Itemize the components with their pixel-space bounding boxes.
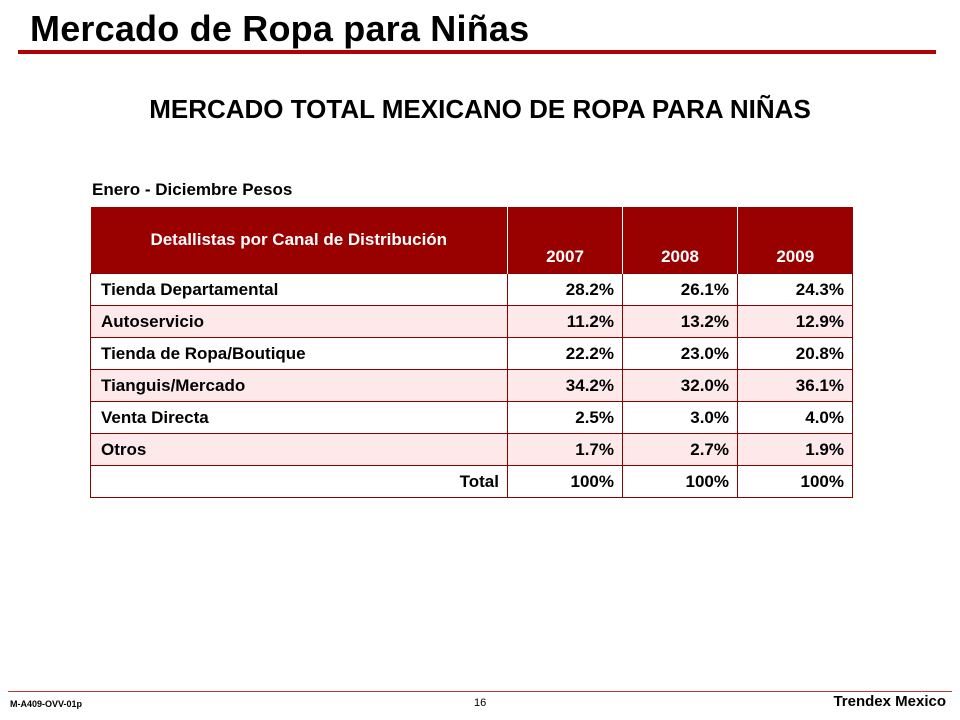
total-label: Total: [90, 465, 508, 498]
title-divider: [18, 50, 936, 54]
table-row: Tianguis/Mercado 34.2% 32.0% 36.1%: [90, 369, 853, 402]
row-value: 36.1%: [737, 369, 853, 402]
row-value: 32.0%: [622, 369, 738, 402]
row-label: Tienda Departamental: [90, 273, 508, 306]
header-year-2008: 2008: [622, 207, 738, 274]
total-value: 100%: [507, 465, 623, 498]
row-value: 28.2%: [507, 273, 623, 306]
header-year-2007: 2007: [507, 207, 623, 274]
row-label: Venta Directa: [90, 401, 508, 434]
total-value: 100%: [622, 465, 738, 498]
row-label: Autoservicio: [90, 305, 508, 338]
row-value: 1.7%: [507, 433, 623, 466]
table-row: Tienda Departamental 28.2% 26.1% 24.3%: [90, 273, 853, 306]
row-label: Otros: [90, 433, 508, 466]
total-row: Total 100% 100% 100%: [90, 465, 853, 498]
table-row: Tienda de Ropa/Boutique 22.2% 23.0% 20.8…: [90, 337, 853, 370]
table-row: Venta Directa 2.5% 3.0% 4.0%: [90, 401, 853, 434]
page-number: 16: [474, 697, 487, 709]
row-value: 1.9%: [737, 433, 853, 466]
row-label: Tienda de Ropa/Boutique: [90, 337, 508, 370]
row-value: 2.7%: [622, 433, 738, 466]
row-value: 24.3%: [737, 273, 853, 306]
row-value: 2.5%: [507, 401, 623, 434]
header-channel: Detallistas por Canal de Distribución: [90, 207, 508, 274]
table-row: Otros 1.7% 2.7% 1.9%: [90, 433, 853, 466]
table-caption: Enero - Diciembre Pesos: [92, 180, 293, 199]
row-value: 23.0%: [622, 337, 738, 370]
row-value: 22.2%: [507, 337, 623, 370]
row-value: 11.2%: [507, 305, 623, 338]
slide-heading: MERCADO TOTAL MEXICANO DE ROPA PARA NIÑA…: [149, 94, 811, 124]
total-value: 100%: [737, 465, 853, 498]
footer-divider: [8, 691, 952, 692]
table-row: Autoservicio 11.2% 13.2% 12.9%: [90, 305, 853, 338]
row-value: 13.2%: [622, 305, 738, 338]
row-value: 3.0%: [622, 401, 738, 434]
row-value: 26.1%: [622, 273, 738, 306]
row-value: 4.0%: [737, 401, 853, 434]
market-share-table: Detallistas por Canal de Distribución 20…: [90, 207, 853, 498]
row-value: 12.9%: [737, 305, 853, 338]
brand-name: Trendex Mexico: [833, 693, 946, 710]
header-year-2009: 2009: [737, 207, 853, 274]
row-value: 20.8%: [737, 337, 853, 370]
page-title: Mercado de Ropa para Niñas: [30, 8, 530, 49]
table-header-row: Detallistas por Canal de Distribución 20…: [90, 207, 853, 274]
document-code: M-A409-OVV-01p: [10, 699, 83, 709]
row-label: Tianguis/Mercado: [90, 369, 508, 402]
row-value: 34.2%: [507, 369, 623, 402]
